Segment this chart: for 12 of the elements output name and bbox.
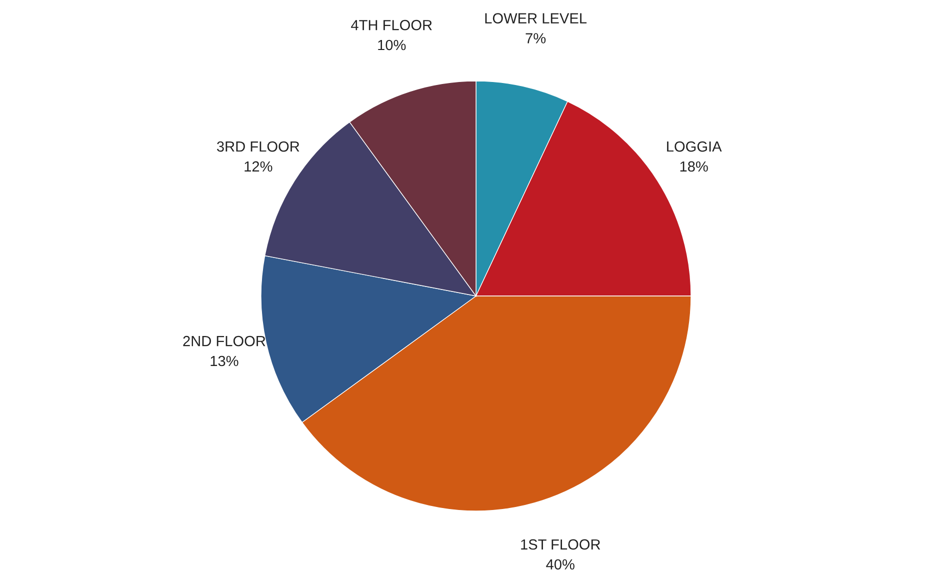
slice-label: 4TH FLOOR — [351, 20, 432, 30]
data-label: 10% — [378, 40, 406, 50]
data-label: 40% — [546, 559, 574, 570]
slice-label: LOGGIA — [667, 141, 722, 152]
data-label: 7% — [526, 33, 546, 44]
data-label: 18% — [680, 161, 708, 172]
data-label: 13% — [210, 356, 238, 366]
data-label: 12% — [244, 161, 272, 172]
slice-label: LOWER LEVEL — [485, 13, 587, 24]
slice-label: 1ST FLOOR — [521, 539, 600, 550]
slice-label: 2ND FLOOR — [183, 336, 266, 346]
slice-label: 3RD FLOOR — [216, 141, 300, 152]
